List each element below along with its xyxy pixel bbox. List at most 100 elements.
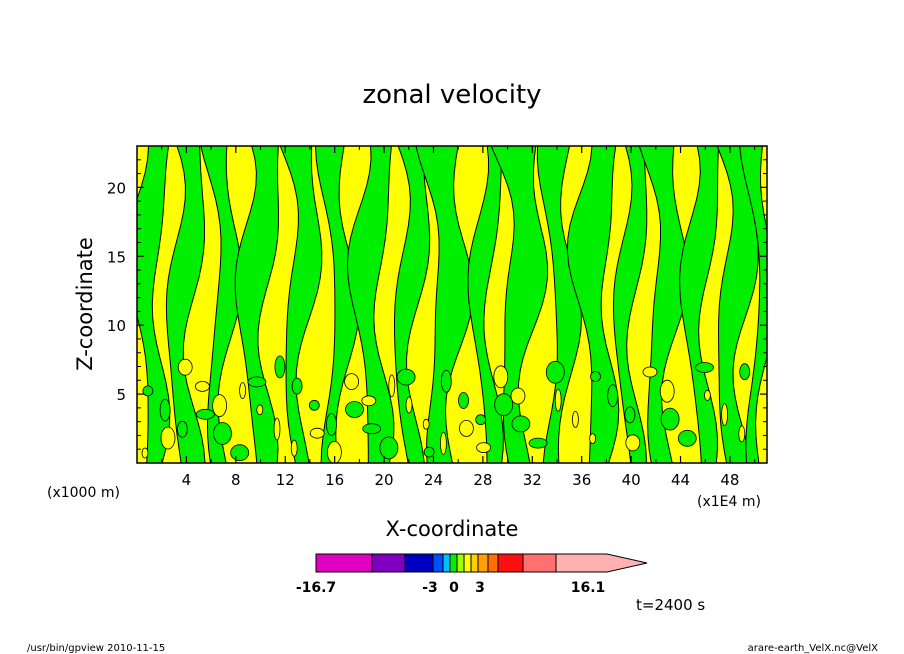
colorbar-segment <box>456 553 465 573</box>
turbulent-cell <box>247 376 267 388</box>
turbulent-cell <box>660 407 680 431</box>
x-unit-right: (x1E4 m) <box>697 494 761 510</box>
negative-velocity-region <box>566 146 620 463</box>
turbulent-cell <box>345 401 364 418</box>
turbulent-cell <box>396 368 416 386</box>
negative-velocity-region <box>536 146 583 463</box>
x-axis-ticks: 4 8 12 16 20 24 28 32 36 40 44 48 <box>161 146 756 489</box>
turbulent-cell <box>361 395 377 407</box>
turbulent-cell <box>290 439 298 457</box>
turbulent-cell <box>738 425 746 443</box>
turbulent-cell <box>554 388 562 412</box>
turbulent-cell <box>659 379 675 403</box>
turbulent-cell <box>405 396 413 414</box>
turbulent-cell <box>230 444 250 462</box>
turbulent-cell <box>721 403 728 427</box>
colorbar-max-label: 16.1 <box>571 580 606 596</box>
colorbar-segment <box>470 553 479 573</box>
colorbar-segment <box>497 553 524 573</box>
x-tick-label: 36 <box>572 471 591 489</box>
turbulent-cell <box>493 365 509 389</box>
turbulent-cell <box>642 366 658 378</box>
turbulent-cell <box>528 437 548 449</box>
colorbar <box>315 553 648 573</box>
colorbar-segment <box>432 553 444 573</box>
x-tick-label: 48 <box>720 471 739 489</box>
turbulent-cell <box>458 419 474 437</box>
negative-velocity-region <box>346 146 395 463</box>
x-tick-label: 20 <box>375 471 394 489</box>
turbulent-cell <box>458 392 469 409</box>
x-tick-label: 12 <box>276 471 295 489</box>
turbulent-cell <box>589 433 596 445</box>
turbulent-cell <box>309 427 325 439</box>
turbulent-cell <box>274 355 286 379</box>
footer-right: arare-earth_VelX.nc@VelX <box>748 643 879 654</box>
turbulent-cell <box>476 442 492 454</box>
colorbar-segment <box>463 553 472 573</box>
turbulent-cell <box>475 414 487 426</box>
turbulent-cell <box>195 408 215 420</box>
turbulent-cell <box>677 429 697 447</box>
time-label: t=2400 s <box>636 596 705 614</box>
y-axis-label: Z-coordinate <box>73 237 97 371</box>
turbulent-cell <box>273 417 281 441</box>
turbulent-cell <box>510 387 526 405</box>
turbulent-cell <box>422 418 430 430</box>
colorbar-segment <box>404 553 434 573</box>
y-tick-label: 10 <box>107 317 126 335</box>
colorbar-min-label: -16.7 <box>296 580 336 596</box>
colorbar-tick-labels: -3 0 3 <box>422 580 485 596</box>
turbulent-cell <box>327 441 342 463</box>
colorbar-tick-label: -3 <box>422 580 438 596</box>
negative-velocity-region <box>279 146 323 463</box>
turbulent-cell <box>439 431 447 455</box>
colorbar-tick-label: 3 <box>475 580 485 596</box>
y-tick-label: 15 <box>107 248 126 266</box>
turbulent-cell <box>141 447 149 459</box>
x-tick-label: 16 <box>325 471 344 489</box>
turbulent-cell <box>739 363 751 381</box>
turbulent-cell <box>440 369 452 393</box>
y-tick-label: 5 <box>116 386 126 404</box>
footer-left: /usr/bin/gpview 2010-11-15 <box>27 643 165 654</box>
colorbar-segment <box>487 553 499 573</box>
colorbar-segment <box>371 553 406 573</box>
colorbar-segment <box>449 553 458 573</box>
turbulent-cell <box>511 415 531 433</box>
turbulent-cell <box>572 410 579 428</box>
turbulent-cell <box>344 373 360 391</box>
turbulent-cell <box>176 420 188 438</box>
y-axis-ticks: 5 10 15 20 <box>107 159 767 450</box>
x-axis-label: X-coordinate <box>386 517 519 541</box>
turbulent-cell <box>624 406 636 424</box>
x-tick-label: 40 <box>622 471 641 489</box>
turbulent-cell <box>291 377 303 395</box>
turbulent-cell <box>326 413 337 436</box>
turbulent-cell <box>423 446 435 458</box>
colorbar-segment <box>442 553 451 573</box>
colorbar-segment <box>555 553 648 573</box>
contour-fill-regions <box>137 146 767 463</box>
turbulent-cell <box>177 358 193 376</box>
x-tick-label: 4 <box>182 471 192 489</box>
colorbar-segment <box>315 553 373 573</box>
plot-frame <box>136 145 768 464</box>
turbulent-cell <box>212 394 228 418</box>
y-tick-label: 20 <box>107 179 126 197</box>
x-tick-label: 24 <box>424 471 443 489</box>
negative-velocity-region <box>137 146 171 463</box>
turbulent-cell <box>194 380 210 392</box>
negative-velocity-region <box>638 146 689 463</box>
turbulent-cell <box>160 426 176 450</box>
turbulent-cell <box>379 436 399 460</box>
x-unit-left: (x1000 m) <box>47 485 120 501</box>
negative-velocity-region <box>234 146 280 463</box>
colorbar-segment <box>522 553 557 573</box>
negative-velocity-region <box>314 146 360 463</box>
x-tick-label: 44 <box>671 471 690 489</box>
turbulent-cell <box>590 371 601 382</box>
turbulent-cell <box>159 398 171 422</box>
turbulent-cell <box>362 423 382 435</box>
